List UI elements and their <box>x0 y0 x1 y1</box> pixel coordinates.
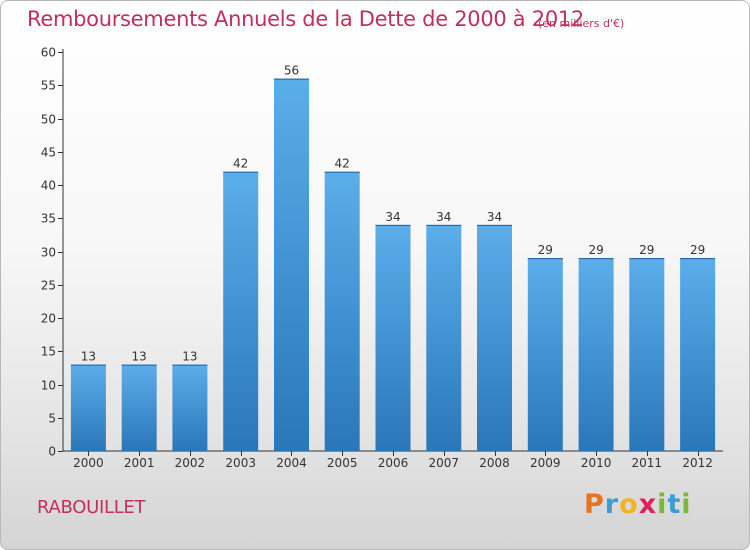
chart-unit: (en milliers d'€) <box>538 17 625 30</box>
data-label: 42 <box>335 157 350 171</box>
logo-letter: o <box>619 489 639 520</box>
y-tick-label: 50 <box>41 113 56 127</box>
y-tick-label: 60 <box>41 46 56 60</box>
x-tick-label: 2007 <box>429 456 460 470</box>
bar <box>629 258 665 451</box>
data-label: 29 <box>588 243 603 257</box>
data-label: 34 <box>385 210 400 224</box>
data-label: 34 <box>436 210 451 224</box>
logo-letter: P <box>584 489 605 520</box>
bar <box>426 224 462 451</box>
logo-letter: x <box>638 489 658 520</box>
data-label: 29 <box>639 243 654 257</box>
bar <box>70 364 106 451</box>
bar <box>172 364 208 451</box>
commune-name: RABOUILLET <box>37 497 146 518</box>
x-tick-label: 2001 <box>124 456 155 470</box>
data-label: 13 <box>132 350 147 364</box>
data-label: 13 <box>182 350 197 364</box>
bar <box>680 258 716 451</box>
bar <box>121 364 157 451</box>
data-label: 42 <box>233 157 248 171</box>
data-label: 56 <box>284 64 299 78</box>
bar <box>223 171 259 451</box>
bar <box>274 78 309 451</box>
y-tick-label: 30 <box>41 246 56 260</box>
x-tick-label: 2000 <box>73 456 104 470</box>
x-tick-label: 2011 <box>632 456 663 470</box>
logo-letter: i <box>681 489 692 520</box>
x-tick-label: 2003 <box>225 456 256 470</box>
chart-title: Remboursements Annuels de la Dette de 20… <box>27 7 584 31</box>
y-tick-label: 0 <box>48 445 56 459</box>
data-label: 29 <box>690 243 705 257</box>
y-tick-label: 5 <box>48 412 56 426</box>
bar <box>477 224 512 451</box>
x-tick-label: 2006 <box>378 456 409 470</box>
proxiti-logo: Proxiti <box>584 489 692 520</box>
bar <box>578 258 614 451</box>
y-tick-label: 40 <box>41 179 56 193</box>
x-tick-label: 2002 <box>175 456 206 470</box>
bar <box>527 258 563 451</box>
x-tick-label: 2009 <box>530 456 561 470</box>
data-label: 13 <box>81 350 96 364</box>
y-tick-label: 35 <box>41 212 56 226</box>
bar <box>324 171 360 451</box>
x-tick-label: 2012 <box>682 456 713 470</box>
y-tick-label: 15 <box>41 345 56 359</box>
y-tick-label: 10 <box>41 379 56 393</box>
data-label: 29 <box>538 243 553 257</box>
logo-letter: r <box>604 489 620 520</box>
y-tick-label: 45 <box>41 146 56 160</box>
data-label: 34 <box>487 210 502 224</box>
x-tick-label: 2010 <box>581 456 612 470</box>
y-tick-label: 25 <box>41 279 56 293</box>
bar <box>375 224 411 451</box>
logo-letter: t <box>667 489 682 520</box>
y-tick-label: 55 <box>41 79 56 93</box>
y-tick-label: 20 <box>41 312 56 326</box>
x-tick-label: 2005 <box>327 456 358 470</box>
logo-letter: i <box>657 489 668 520</box>
x-tick-label: 2004 <box>276 456 307 470</box>
x-tick-label: 2008 <box>479 456 510 470</box>
